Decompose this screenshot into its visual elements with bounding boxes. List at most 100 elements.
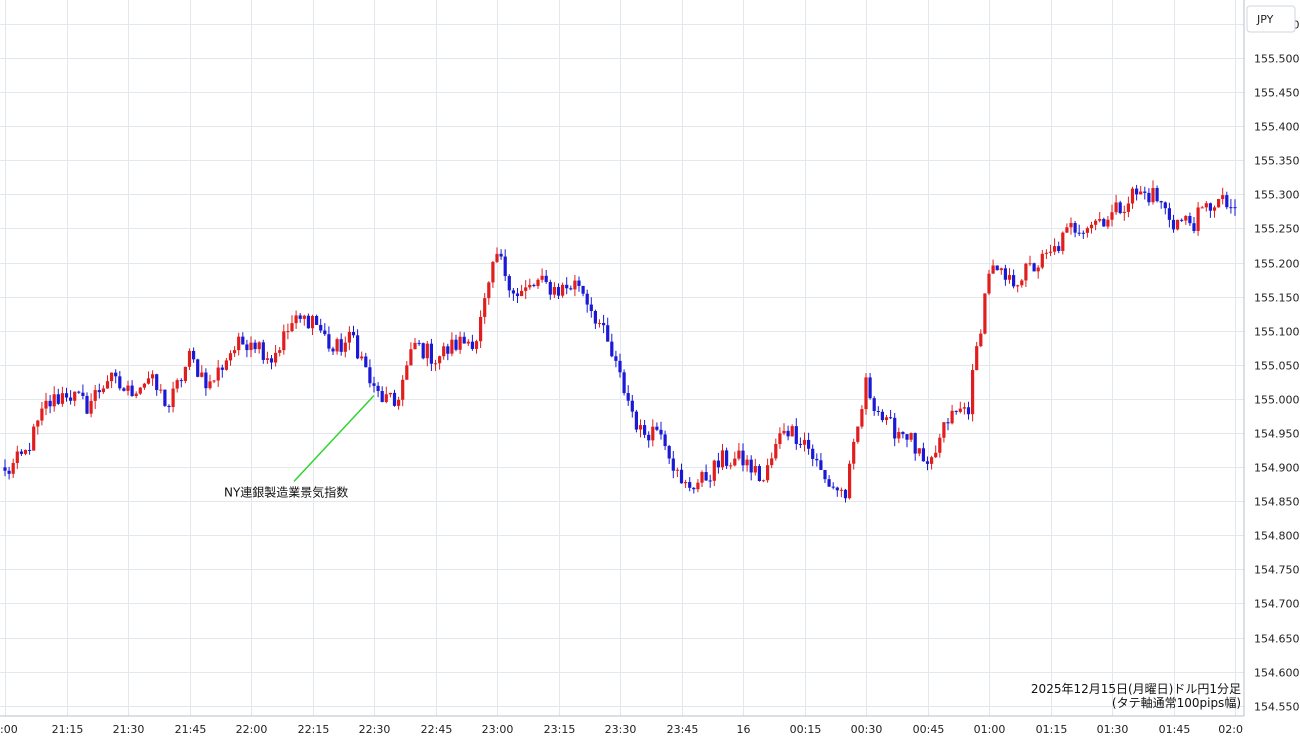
candle-body (356, 335, 360, 359)
candle-body (536, 279, 540, 286)
candle-body (323, 330, 327, 335)
candle-body (839, 489, 843, 491)
candle-body (876, 410, 880, 412)
candle-body (81, 392, 85, 396)
price-tick-label: 155.050 (1254, 360, 1300, 373)
candle-body (1122, 211, 1126, 214)
candle-body (495, 253, 499, 262)
candle-body (958, 408, 962, 412)
candle-body (118, 376, 122, 389)
candle-body (228, 353, 233, 361)
chart-caption-title: 2025年12月15日(月曜日)ドル円1分足 (1031, 682, 1241, 696)
time-tick-label: 23:15 (544, 723, 576, 736)
candle-body (175, 380, 179, 389)
candle-body (274, 352, 278, 363)
time-tick-label: 22:45 (421, 723, 453, 736)
time-tick-label: 00:15 (790, 723, 822, 736)
time-tick-label: 23:45 (667, 723, 699, 736)
candle-body (450, 339, 454, 354)
candle-body (786, 430, 790, 437)
candle-body (1069, 223, 1073, 228)
candle-body (1016, 285, 1020, 287)
candle-body (909, 433, 913, 440)
candle-body (729, 465, 733, 467)
time-tick-label: 02:0 (1218, 723, 1243, 736)
candle-body (733, 458, 737, 466)
candle-body (778, 433, 782, 445)
candle-body (589, 304, 593, 311)
price-tick-label: 155.200 (1254, 258, 1300, 271)
candle-body (421, 343, 425, 359)
candle-body (597, 323, 602, 325)
candle-body (823, 469, 827, 480)
candle-body (831, 486, 835, 488)
candle-body (298, 315, 302, 319)
candle-body (872, 398, 876, 411)
candle-body (36, 420, 40, 427)
annotation: NY連銀製造業景気指数 (224, 394, 375, 499)
price-tick-label: 154.950 (1254, 428, 1300, 441)
candle-body (1233, 207, 1237, 209)
currency-badge[interactable] (1246, 5, 1296, 33)
annotation-label: NY連銀製造業景気指数 (224, 484, 348, 499)
price-axis-background (1244, 0, 1300, 745)
candle-body (397, 399, 401, 406)
candle-body (946, 422, 950, 424)
candle-body (1221, 195, 1225, 200)
candle-body (388, 392, 392, 395)
candle-body (425, 343, 429, 359)
price-tick-label: 154.850 (1254, 496, 1300, 509)
grid (0, 0, 1244, 716)
candle-body (704, 472, 708, 481)
candle-body (515, 293, 520, 297)
candle-body (1180, 219, 1184, 221)
candle-body (208, 381, 212, 389)
candle-body (306, 315, 310, 329)
candle-body (1044, 252, 1048, 254)
candle-body (766, 465, 770, 481)
candles (3, 180, 1237, 503)
candle-body (1188, 215, 1192, 224)
price-tick-label: 154.700 (1254, 598, 1300, 611)
candle-body (241, 336, 245, 345)
price-tick-label: 155.500 (1254, 53, 1300, 66)
candle-body (1040, 253, 1044, 268)
price-axis[interactable]: 155.550155.500155.450155.400155.350155.3… (1254, 19, 1300, 714)
candle-body (315, 315, 319, 325)
candle-body (278, 350, 282, 353)
candle-body (749, 459, 753, 473)
candle-body (101, 388, 105, 393)
candle-body (856, 426, 860, 442)
time-axis[interactable]: :00 21:15 21:30 21:45 22:00 22:15 22:30 22:45 23… (0, 723, 1243, 736)
price-tick-label: 155.300 (1254, 189, 1300, 202)
candle-body (913, 433, 917, 454)
candle-body (433, 363, 438, 365)
candle-body (807, 439, 811, 449)
candle-body (827, 479, 831, 487)
candle-body (97, 390, 101, 393)
currency-label: JPY (1256, 13, 1274, 26)
candle-body (454, 339, 458, 350)
candle-body (675, 469, 679, 471)
annotation-pointer-line (293, 394, 375, 482)
candle-body (679, 469, 684, 484)
candle-body (1102, 219, 1106, 227)
candle-body (409, 349, 413, 366)
candle-body (901, 432, 905, 435)
candle-body (89, 400, 93, 414)
candle-body (737, 450, 741, 459)
candle-body (384, 394, 388, 402)
candle-body (392, 392, 397, 406)
candle-body (1229, 207, 1233, 209)
candle-body (1081, 232, 1085, 234)
candle-body (487, 282, 491, 299)
time-tick-label: 21:15 (52, 723, 84, 736)
time-tick-label: 01:30 (1097, 723, 1129, 736)
candle-body (720, 450, 725, 468)
candle-body (1061, 232, 1065, 251)
candle-body (528, 284, 532, 288)
candle-body (1151, 188, 1155, 203)
candle-body (1114, 202, 1118, 213)
